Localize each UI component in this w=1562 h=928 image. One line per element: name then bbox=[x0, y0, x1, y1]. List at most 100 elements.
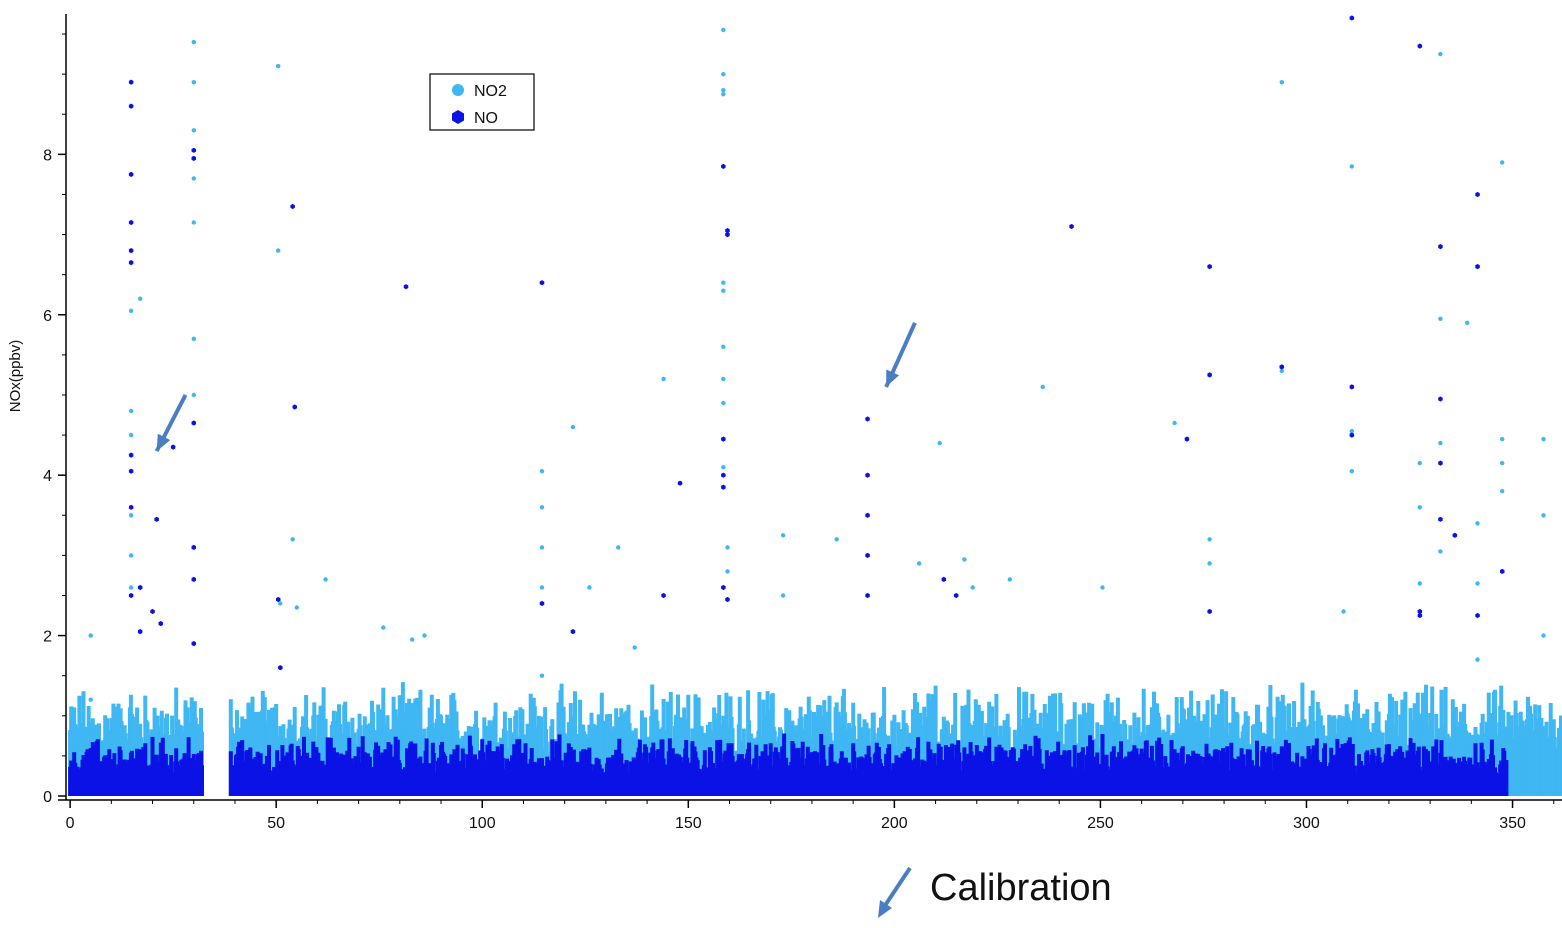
point-NO2 bbox=[1438, 51, 1443, 57]
point-NO bbox=[865, 416, 870, 422]
point-NO2 bbox=[721, 280, 726, 285]
point-NO bbox=[1207, 608, 1212, 615]
point-NO bbox=[1184, 436, 1190, 442]
annotation-arrowhead-icon bbox=[156, 433, 171, 452]
point-NO bbox=[1207, 372, 1212, 378]
calibration-arrowhead-icon bbox=[878, 900, 892, 918]
point-NO bbox=[953, 592, 959, 599]
point-NO2 bbox=[1341, 609, 1346, 614]
point-NO2 bbox=[191, 39, 196, 45]
y-axis-title: NOx(ppbv) bbox=[7, 340, 24, 413]
point-NO bbox=[290, 203, 295, 210]
point-NO2 bbox=[1172, 420, 1177, 426]
x-tick-label: 250 bbox=[1087, 815, 1114, 832]
point-NO bbox=[941, 576, 947, 582]
point-NO2 bbox=[276, 248, 281, 253]
point-NO bbox=[721, 484, 726, 490]
x-tick-label: 350 bbox=[1499, 815, 1526, 832]
point-NO bbox=[865, 472, 870, 478]
point-NO bbox=[721, 436, 726, 442]
point-NO2 bbox=[587, 585, 592, 590]
point-NO2 bbox=[539, 545, 545, 550]
point-NO bbox=[570, 629, 576, 635]
point-NO2 bbox=[278, 601, 283, 606]
point-NO2 bbox=[294, 605, 299, 610]
point-NO bbox=[128, 79, 134, 85]
point-NO bbox=[191, 147, 196, 153]
point-NO bbox=[191, 641, 196, 647]
point-NO2 bbox=[1349, 469, 1355, 474]
point-NO bbox=[1207, 264, 1212, 270]
point-NO2 bbox=[721, 27, 726, 33]
point-NO2 bbox=[539, 585, 545, 590]
point-NO2 bbox=[1279, 80, 1285, 85]
point-NO2 bbox=[1279, 368, 1285, 374]
point-NO2 bbox=[1475, 521, 1480, 526]
point-NO2 bbox=[632, 645, 637, 650]
point-NO bbox=[170, 444, 176, 450]
point-NO2 bbox=[937, 440, 942, 446]
point-NO bbox=[865, 512, 870, 518]
point-NO bbox=[128, 171, 134, 177]
point-NO bbox=[865, 592, 870, 599]
point-NO2 bbox=[539, 469, 545, 474]
point-NO bbox=[1349, 384, 1355, 390]
baseline-clusters bbox=[68, 682, 1562, 796]
point-NO2 bbox=[191, 392, 196, 398]
point-NO2 bbox=[1438, 316, 1443, 321]
point-NO bbox=[1417, 43, 1423, 49]
point-NO bbox=[128, 592, 134, 599]
point-NO bbox=[1475, 264, 1480, 270]
point-NO2 bbox=[1541, 436, 1546, 442]
y-tick-label: 2 bbox=[43, 629, 52, 646]
legend-marker-no2 bbox=[452, 84, 464, 96]
point-NO bbox=[1438, 516, 1443, 522]
point-NO2 bbox=[191, 336, 196, 341]
x-tick-label: 150 bbox=[675, 815, 702, 832]
point-NO2 bbox=[1417, 581, 1423, 586]
point-NO bbox=[1438, 396, 1443, 402]
point-NO2 bbox=[570, 424, 576, 430]
point-NO2 bbox=[410, 637, 415, 642]
point-NO bbox=[661, 592, 666, 599]
point-NO2 bbox=[128, 432, 134, 438]
calibration-note: Calibration bbox=[878, 866, 1112, 918]
point-NO bbox=[1069, 223, 1074, 230]
point-NO2 bbox=[381, 625, 386, 630]
point-NO2 bbox=[780, 533, 786, 538]
point-NO2 bbox=[276, 63, 281, 69]
point-NO bbox=[725, 228, 730, 234]
point-NO bbox=[150, 608, 155, 615]
point-NO2 bbox=[1465, 320, 1470, 325]
y-tick-label: 0 bbox=[43, 789, 52, 806]
point-NO bbox=[137, 584, 143, 591]
point-NO bbox=[128, 103, 134, 109]
y-tick-label: 4 bbox=[43, 468, 52, 485]
point-NO bbox=[1438, 460, 1443, 466]
point-NO2 bbox=[138, 296, 143, 301]
annotation-arrowhead-icon bbox=[886, 369, 900, 387]
point-NO2 bbox=[1500, 160, 1505, 165]
point-NO bbox=[1475, 191, 1480, 198]
point-NO2 bbox=[1349, 164, 1355, 169]
point-NO2 bbox=[721, 92, 726, 97]
point-NO bbox=[1349, 432, 1355, 438]
legend-marker-no bbox=[452, 110, 464, 124]
legend-box bbox=[429, 73, 535, 131]
point-NO2 bbox=[539, 673, 545, 678]
point-NO bbox=[1349, 15, 1355, 21]
calibration-arrow-icon bbox=[880, 866, 912, 912]
point-NO bbox=[128, 504, 134, 510]
point-NO2 bbox=[1007, 577, 1012, 582]
legend-label-no: NO bbox=[474, 110, 498, 127]
x-tick-label: 300 bbox=[1293, 815, 1320, 832]
point-NO2 bbox=[128, 585, 134, 590]
point-NO2 bbox=[1207, 537, 1212, 542]
point-NO bbox=[154, 516, 159, 522]
point-NO bbox=[191, 155, 196, 161]
point-NO bbox=[721, 472, 726, 478]
point-NO2 bbox=[721, 400, 726, 406]
point-NO2 bbox=[128, 308, 134, 313]
point-NO2 bbox=[539, 505, 545, 510]
